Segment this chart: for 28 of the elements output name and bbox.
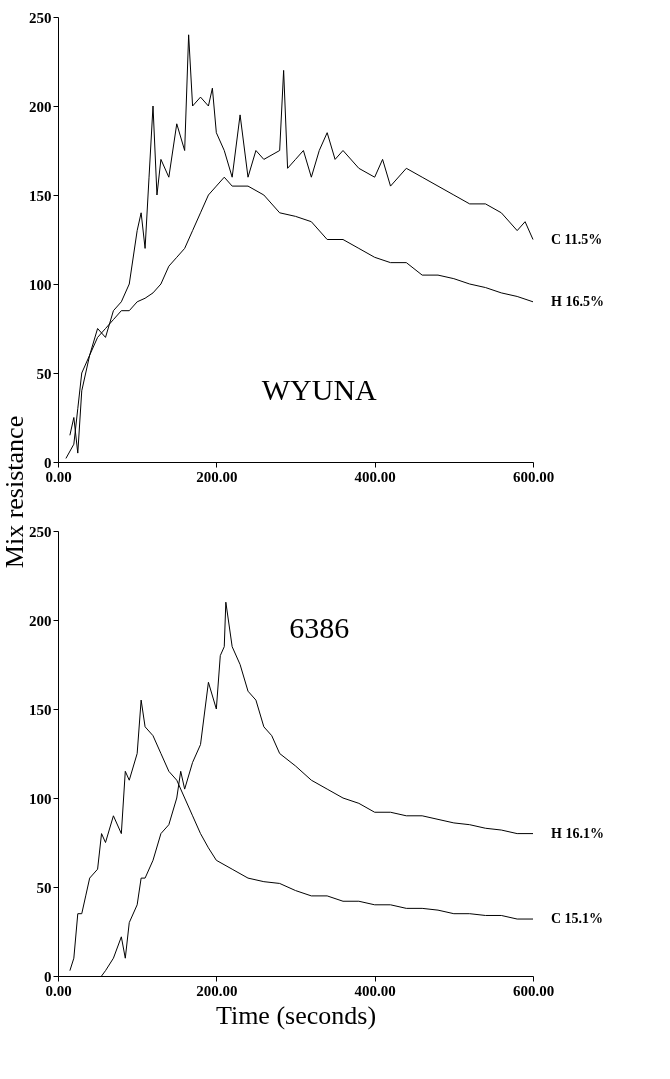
x-tick-label: 400.00 <box>354 982 396 999</box>
y-axis-title: Mix resistance <box>0 415 29 569</box>
series-label: C 15.1% <box>551 911 604 927</box>
y-tick-label: 150 <box>29 187 52 204</box>
y-tick-label: 150 <box>29 701 52 718</box>
y-tick-label: 250 <box>29 9 52 26</box>
series-label: H 16.5% <box>551 293 604 309</box>
x-tick-label: 200.00 <box>196 468 238 485</box>
x-axis-title: Time (seconds) <box>215 1000 377 1030</box>
x-tick-label: 0.00 <box>45 468 72 485</box>
series-label: C 11.5% <box>551 231 603 247</box>
y-tick-label: 50 <box>36 365 52 382</box>
y-tick-label: 0 <box>44 968 52 985</box>
x-tick-label: 0.00 <box>45 982 72 999</box>
y-tick-label: 0 <box>44 454 52 471</box>
y-tick-label: 100 <box>29 790 52 807</box>
series-label: H 16.1% <box>551 825 604 841</box>
y-tick-label: 250 <box>29 523 52 540</box>
x-tick-label: 200.00 <box>196 982 238 999</box>
x-tick-label: 400.00 <box>354 468 396 485</box>
x-tick-label: 600.00 <box>512 468 555 485</box>
x-tick-label: 600.00 <box>512 982 555 999</box>
annotation: 6386 <box>289 610 350 644</box>
y-tick-label: 50 <box>36 879 52 896</box>
y-tick-label: 200 <box>29 612 52 629</box>
y-tick-label: 100 <box>29 276 52 293</box>
y-tick-label: 200 <box>29 98 52 115</box>
annotation: WYUNA <box>261 372 378 406</box>
